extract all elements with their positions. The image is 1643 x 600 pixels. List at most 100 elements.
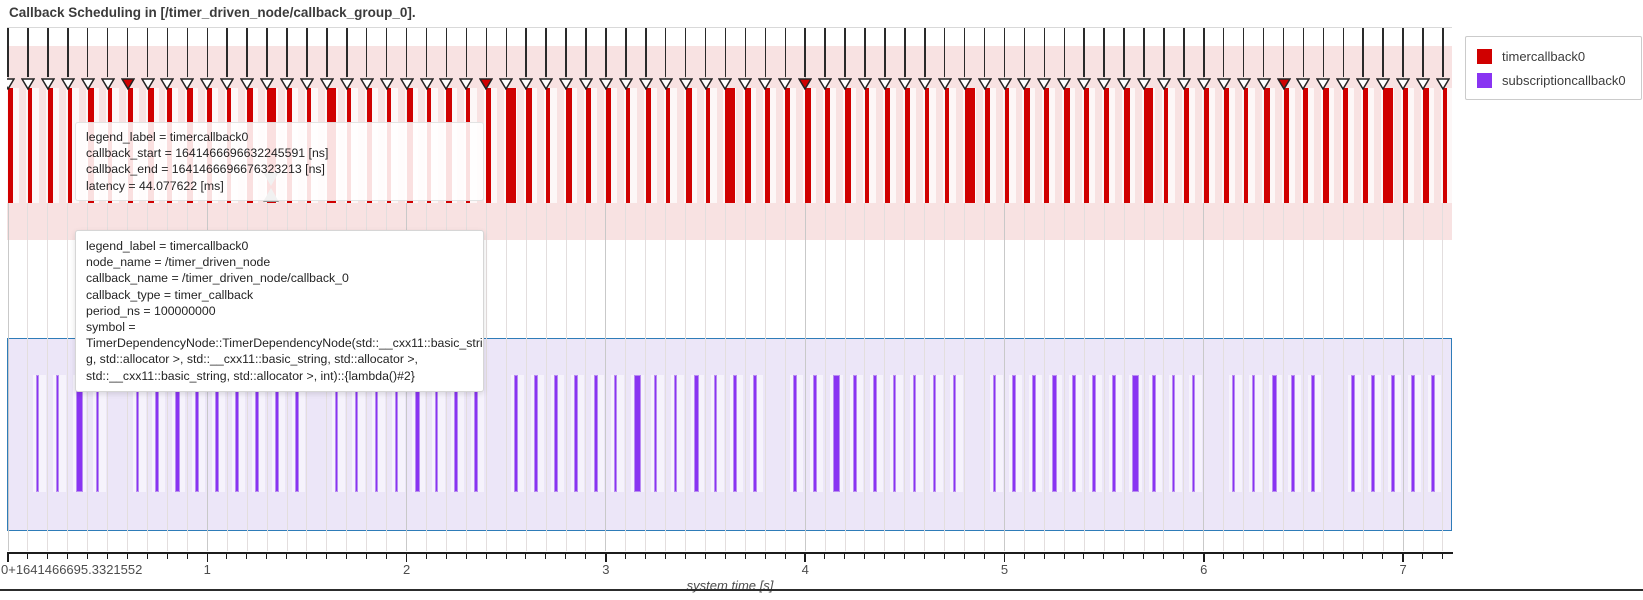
subscription-callback-bar[interactable]	[872, 375, 877, 492]
subscription-callback-bar[interactable]	[1291, 375, 1296, 492]
subscription-callback-bar[interactable]	[514, 375, 518, 492]
timer-callback-bar[interactable]	[924, 88, 930, 203]
timer-callback-bar[interactable]	[585, 88, 591, 203]
subscription-callback-bar[interactable]	[215, 375, 219, 492]
timer-callback-bar[interactable]	[904, 88, 911, 203]
subscription-callback-bar[interactable]	[554, 375, 558, 492]
timer-callback-bar[interactable]	[625, 88, 631, 203]
subscription-callback-bar[interactable]	[813, 375, 817, 492]
timer-callback-bar[interactable]	[526, 88, 532, 203]
timer-callback-bar[interactable]	[1243, 88, 1249, 203]
subscription-callback-bar[interactable]	[1012, 375, 1017, 492]
timer-callback-bar[interactable]	[825, 88, 830, 203]
subscription-callback-bar[interactable]	[374, 375, 379, 492]
timer-callback-bar[interactable]	[1363, 88, 1369, 203]
timer-callback-bar[interactable]	[884, 88, 891, 203]
timer-callback-bar[interactable]	[785, 88, 790, 203]
subscription-callback-bar[interactable]	[394, 375, 399, 492]
subscription-callback-bar[interactable]	[55, 375, 60, 492]
subscription-callback-bar[interactable]	[932, 375, 937, 492]
timer-callback-bar[interactable]	[1203, 88, 1209, 203]
timer-callback-bar[interactable]	[27, 88, 33, 203]
subscription-callback-bar[interactable]	[1032, 375, 1036, 492]
timer-callback-bar[interactable]	[1442, 88, 1448, 203]
subscription-callback-bar[interactable]	[1072, 375, 1076, 492]
subscription-callback-bar[interactable]	[653, 375, 658, 492]
timer-callback-bar[interactable]	[8, 88, 14, 203]
timer-callback-bar[interactable]	[486, 88, 492, 203]
subscription-callback-bar[interactable]	[1431, 375, 1435, 492]
subscription-callback-bar[interactable]	[593, 375, 598, 492]
subscription-callback-bar[interactable]	[952, 375, 957, 492]
subscription-callback-bar[interactable]	[255, 375, 259, 492]
subscription-callback-bar[interactable]	[633, 375, 641, 492]
subscription-callback-bar[interactable]	[275, 375, 279, 492]
subscription-callback-bar[interactable]	[195, 375, 199, 492]
timer-callback-bar[interactable]	[1263, 88, 1270, 203]
timer-callback-bar[interactable]	[1343, 88, 1349, 203]
timer-callback-bar[interactable]	[805, 88, 811, 203]
subscription-callback-bar[interactable]	[613, 375, 618, 492]
timer-callback-bar[interactable]	[845, 88, 852, 203]
timer-callback-bar[interactable]	[1024, 88, 1030, 203]
timer-callback-bar[interactable]	[1183, 88, 1190, 203]
timer-callback-bar[interactable]	[1403, 88, 1408, 203]
subscription-callback-bar[interactable]	[713, 375, 718, 492]
timer-callback-bar[interactable]	[1163, 88, 1169, 203]
subscription-callback-bar[interactable]	[1171, 375, 1176, 492]
subscription-callback-bar[interactable]	[135, 375, 140, 492]
subscription-callback-bar[interactable]	[95, 375, 100, 492]
subscription-callback-bar[interactable]	[175, 375, 181, 492]
subscription-callback-bar[interactable]	[1391, 375, 1395, 492]
subscription-callback-bar[interactable]	[912, 375, 917, 492]
timer-callback-bar[interactable]	[566, 88, 572, 203]
subscription-callback-bar[interactable]	[853, 375, 857, 492]
subscription-callback-bar[interactable]	[1132, 375, 1140, 492]
timer-callback-bar[interactable]	[984, 88, 990, 203]
timer-callback-bar[interactable]	[665, 88, 671, 203]
timer-callback-bar[interactable]	[67, 88, 72, 203]
timer-callback-bar[interactable]	[546, 88, 551, 203]
timer-callback-bar[interactable]	[725, 88, 735, 203]
timer-callback-bar[interactable]	[1084, 88, 1089, 203]
subscription-callback-bar[interactable]	[414, 375, 420, 492]
subscription-callback-bar[interactable]	[1092, 375, 1096, 492]
timer-callback-bar[interactable]	[1064, 88, 1071, 203]
subscription-callback-bar[interactable]	[892, 375, 897, 492]
subscription-callback-bar[interactable]	[574, 375, 578, 492]
subscription-callback-bar[interactable]	[1311, 375, 1315, 492]
timer-callback-bar[interactable]	[685, 88, 692, 203]
subscription-callback-bar[interactable]	[793, 375, 797, 492]
timer-callback-bar[interactable]	[645, 88, 652, 203]
subscription-callback-bar[interactable]	[1191, 375, 1196, 492]
timer-callback-bar[interactable]	[1104, 88, 1110, 203]
subscription-callback-bar[interactable]	[1351, 375, 1355, 492]
timer-callback-bar[interactable]	[1144, 88, 1153, 203]
timer-callback-bar[interactable]	[944, 88, 950, 203]
subscription-callback-bar[interactable]	[1151, 375, 1156, 492]
timer-callback-bar[interactable]	[964, 88, 975, 203]
timer-callback-bar[interactable]	[47, 88, 54, 203]
legend-item-subscriptioncallback0[interactable]: subscriptioncallback0	[1477, 72, 1626, 88]
timer-callback-bar[interactable]	[1423, 88, 1429, 203]
subscription-callback-bar[interactable]	[1271, 375, 1277, 492]
timer-callback-bar[interactable]	[1044, 88, 1050, 203]
subscription-callback-bar[interactable]	[693, 375, 699, 492]
subscription-callback-bar[interactable]	[235, 375, 239, 492]
timer-callback-bar[interactable]	[765, 88, 771, 203]
subscription-callback-bar[interactable]	[1371, 375, 1375, 492]
subscription-callback-bar[interactable]	[434, 375, 439, 492]
timer-callback-bar[interactable]	[745, 88, 751, 203]
subscription-callback-bar[interactable]	[334, 375, 339, 492]
subscription-callback-bar[interactable]	[1231, 375, 1236, 492]
subscription-callback-bar[interactable]	[1052, 375, 1058, 492]
plot-area[interactable]: legend_label = timercallback0 callback_st…	[7, 27, 1452, 553]
subscription-callback-bar[interactable]	[454, 375, 458, 492]
timer-callback-bar[interactable]	[1223, 88, 1230, 203]
timer-callback-bar[interactable]	[864, 88, 870, 203]
timer-callback-bar[interactable]	[1303, 88, 1308, 203]
subscription-callback-bar[interactable]	[733, 375, 738, 492]
timer-callback-bar[interactable]	[1283, 88, 1289, 203]
timer-callback-bar[interactable]	[605, 88, 612, 203]
subscription-callback-bar[interactable]	[75, 375, 83, 492]
